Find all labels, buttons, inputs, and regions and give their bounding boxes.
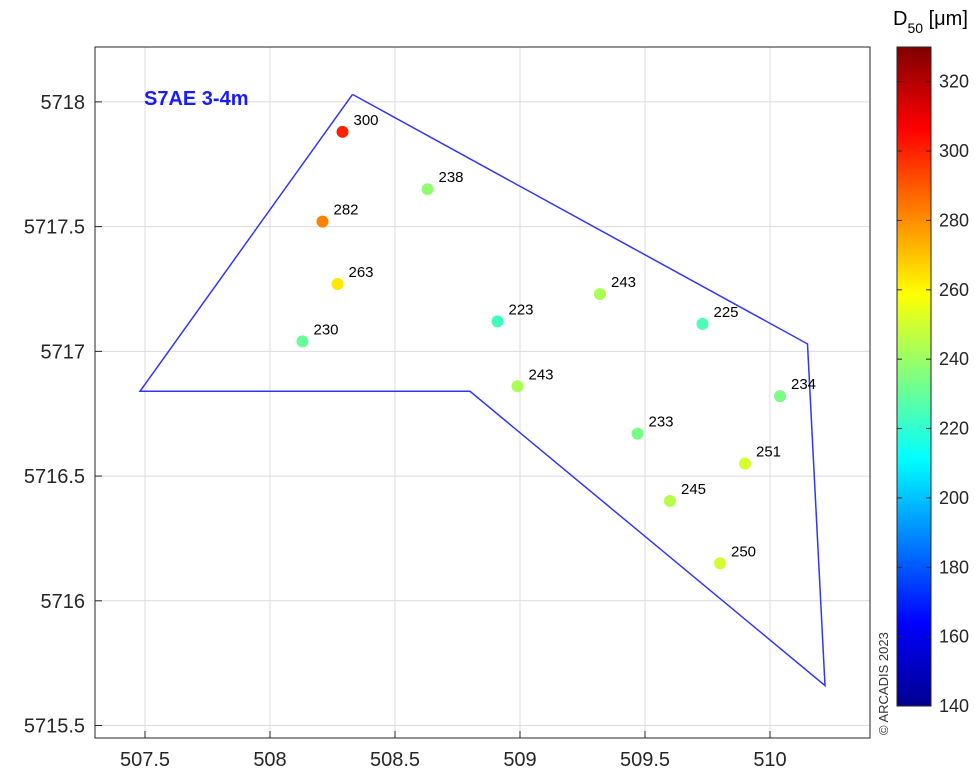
point-label: 234 <box>791 376 816 393</box>
point-label: 300 <box>354 112 379 129</box>
colorbar-tick-label: 280 <box>939 210 969 230</box>
point-label: 243 <box>529 366 554 383</box>
point-label: 243 <box>611 274 636 291</box>
y-tick-label: 5716 <box>41 591 86 613</box>
colorbar-tick-label: 160 <box>939 627 969 647</box>
data-point <box>739 457 751 470</box>
y-tick-label: 5716.5 <box>24 466 85 488</box>
colorbar-tick-label: 320 <box>939 72 969 92</box>
colorbar-tick-label: 240 <box>939 349 969 369</box>
data-point <box>331 277 344 290</box>
x-tick-label: 508 <box>253 749 286 771</box>
point-label: 263 <box>349 264 374 281</box>
colorbar-title: D50 [μm] <box>893 8 968 36</box>
survey-polygon <box>138 93 826 688</box>
point-label: 238 <box>439 169 464 186</box>
y-axis: 5715.5 5716 5716.5 5717 5717.5 5718 <box>24 92 102 738</box>
data-point <box>421 183 434 196</box>
point-label: 233 <box>649 414 674 431</box>
points-layer: 300 238 282 263 243 223 225 230 243 234 233 251 245 2… <box>296 112 816 570</box>
point-label: 223 <box>509 301 534 318</box>
colorbar-ticks: 140 160 180 200 220 240 260 280 300 320 <box>897 72 969 716</box>
data-point <box>594 287 606 300</box>
x-tick-label: 507.5 <box>120 749 170 771</box>
colorbar-tick-label: 200 <box>939 488 969 508</box>
colorbar-tick-label: 300 <box>939 141 969 161</box>
chart-title: S7AE 3-4m <box>144 88 249 110</box>
colorbar-title-unit: [μm] <box>923 8 968 30</box>
colorbar-title-main: D <box>893 8 907 30</box>
x-tick-label: 509 <box>503 749 536 771</box>
data-point <box>696 317 709 330</box>
colorbar <box>896 46 932 707</box>
data-point <box>336 125 349 138</box>
x-tick-label: 510 <box>753 749 786 771</box>
y-tick-label: 5717.5 <box>24 217 85 239</box>
point-label: 282 <box>334 202 359 219</box>
watermark: © ARCADIS 2023 <box>876 632 891 735</box>
y-tick-label: 5717 <box>41 341 86 363</box>
data-point <box>296 335 309 348</box>
grid-lines <box>95 47 870 738</box>
x-tick-label: 508.5 <box>370 749 420 771</box>
point-label: 230 <box>314 321 339 338</box>
y-tick-label: 5718 <box>41 92 86 114</box>
data-point <box>511 380 524 393</box>
plot-area <box>95 47 870 738</box>
colorbar-tick-label: 180 <box>939 557 969 577</box>
point-label: 245 <box>681 481 706 498</box>
point-label: 251 <box>756 444 781 461</box>
data-point <box>491 315 504 328</box>
colorbar-tick-label: 140 <box>939 696 969 716</box>
data-point <box>631 427 644 440</box>
point-label: 250 <box>731 543 756 560</box>
data-point <box>774 390 786 403</box>
colorbar-title-sub: 50 <box>907 20 923 36</box>
colorbar-tick-label: 260 <box>939 280 969 300</box>
survey-polygon-layer <box>138 93 826 688</box>
colorbar-tick-label: 220 <box>939 419 969 439</box>
data-point <box>316 215 329 228</box>
x-axis: 507.5 508 508.5 509 509.5 510 <box>120 731 787 771</box>
y-tick-label: 5715.5 <box>24 716 85 738</box>
x-tick-label: 509.5 <box>620 749 670 771</box>
data-point <box>664 495 676 508</box>
point-label: 225 <box>714 304 739 321</box>
plot-frame <box>94 46 871 739</box>
data-point <box>714 557 726 570</box>
